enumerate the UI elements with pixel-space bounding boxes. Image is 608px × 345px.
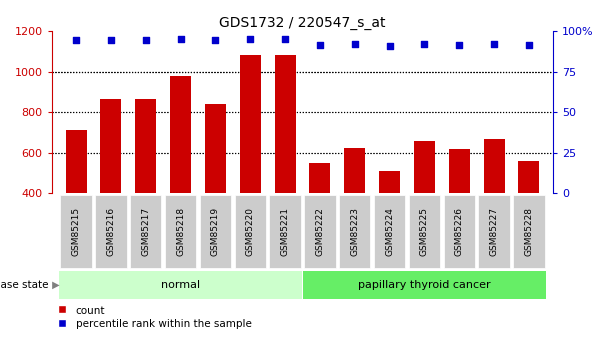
Text: GSM85228: GSM85228 [524, 207, 533, 256]
Text: GSM85215: GSM85215 [72, 207, 81, 256]
Text: papillary thyroid cancer: papillary thyroid cancer [358, 280, 491, 289]
Point [524, 42, 534, 48]
Point [246, 36, 255, 41]
Text: GSM85226: GSM85226 [455, 207, 464, 256]
Bar [309, 163, 330, 193]
Point [176, 36, 185, 41]
Bar [100, 99, 122, 193]
Point [141, 37, 151, 43]
Text: GSM85223: GSM85223 [350, 207, 359, 256]
Point [280, 36, 290, 41]
FancyBboxPatch shape [374, 195, 406, 268]
Bar [483, 139, 505, 193]
FancyBboxPatch shape [303, 270, 547, 298]
Text: GSM85227: GSM85227 [489, 207, 499, 256]
FancyBboxPatch shape [235, 195, 266, 268]
Title: GDS1732 / 220547_s_at: GDS1732 / 220547_s_at [219, 16, 385, 30]
Bar [519, 161, 539, 193]
Bar [135, 99, 156, 193]
Text: GSM85219: GSM85219 [211, 207, 220, 256]
Legend: count, percentile rank within the sample: count, percentile rank within the sample [57, 305, 252, 329]
Text: GSM85222: GSM85222 [316, 207, 325, 256]
Text: GSM85218: GSM85218 [176, 207, 185, 256]
Text: GSM85221: GSM85221 [280, 207, 289, 256]
Text: normal: normal [161, 280, 200, 289]
FancyBboxPatch shape [130, 195, 161, 268]
Bar [66, 130, 86, 193]
FancyBboxPatch shape [269, 195, 301, 268]
Point [489, 41, 499, 46]
Text: disease state: disease state [0, 280, 49, 289]
Bar [449, 149, 469, 193]
Point [210, 37, 220, 43]
Text: GSM85217: GSM85217 [141, 207, 150, 256]
Point [315, 42, 325, 48]
FancyBboxPatch shape [165, 195, 196, 268]
FancyBboxPatch shape [444, 195, 475, 268]
Bar [414, 140, 435, 193]
Bar [205, 104, 226, 193]
FancyBboxPatch shape [339, 195, 370, 268]
FancyBboxPatch shape [95, 195, 126, 268]
Text: GSM85216: GSM85216 [106, 207, 116, 256]
Bar [240, 55, 261, 193]
Text: ▶: ▶ [49, 280, 60, 289]
Point [454, 42, 464, 47]
FancyBboxPatch shape [409, 195, 440, 268]
FancyBboxPatch shape [199, 195, 231, 268]
Text: GSM85220: GSM85220 [246, 207, 255, 256]
FancyBboxPatch shape [513, 195, 545, 268]
Point [106, 37, 116, 43]
Point [420, 41, 429, 47]
Bar [344, 148, 365, 193]
Bar [379, 171, 400, 193]
Point [350, 41, 359, 46]
FancyBboxPatch shape [58, 270, 302, 298]
Point [71, 37, 81, 43]
FancyBboxPatch shape [478, 195, 510, 268]
FancyBboxPatch shape [60, 195, 92, 268]
Point [385, 43, 395, 48]
Bar [170, 76, 191, 193]
Text: GSM85224: GSM85224 [385, 207, 394, 256]
Bar [275, 55, 295, 193]
FancyBboxPatch shape [304, 195, 336, 268]
Text: GSM85225: GSM85225 [420, 207, 429, 256]
